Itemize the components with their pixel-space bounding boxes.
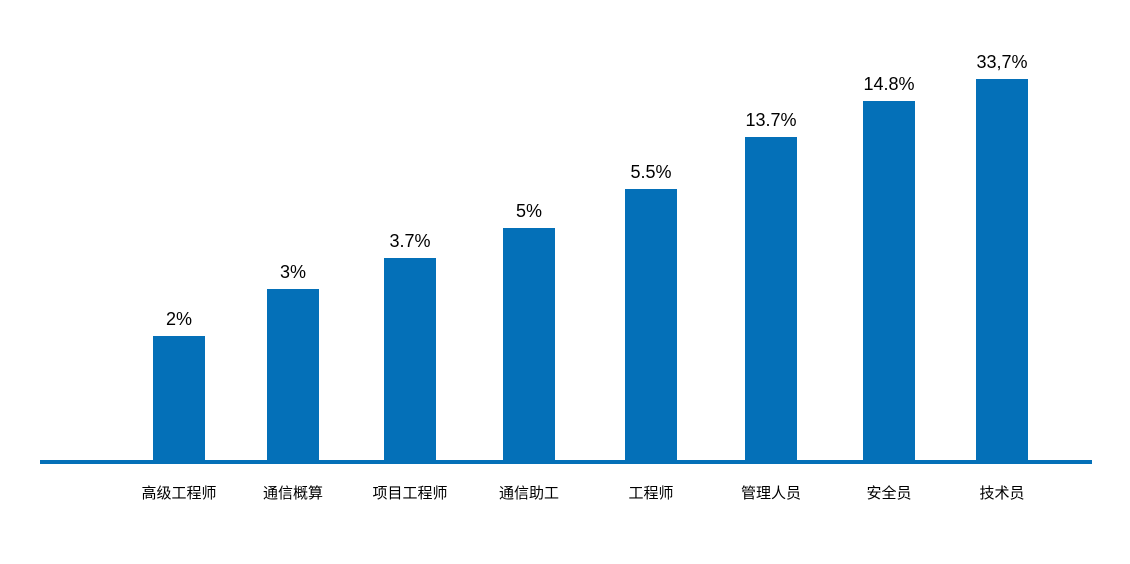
- category-label: 项目工程师: [372, 485, 448, 502]
- category-label: 通信概算: [262, 485, 323, 502]
- bar-value-label: 33,7%: [976, 52, 1028, 72]
- bar-value-label: 2%: [165, 309, 192, 329]
- bar: [745, 137, 797, 460]
- bar-value-label: 5.5%: [630, 162, 672, 182]
- bar-value-label: 3.7%: [389, 231, 431, 251]
- bar-value-label: 13.7%: [745, 110, 797, 130]
- bar: [976, 79, 1028, 460]
- category-label: 技术员: [979, 485, 1025, 502]
- category-label: 管理人员: [740, 485, 801, 502]
- category-label: 高级工程师: [141, 485, 217, 502]
- x-axis-line: [40, 460, 1092, 464]
- category-label: 工程师: [628, 485, 674, 502]
- bar-value-label: 5%: [515, 201, 542, 221]
- bar: [153, 336, 205, 460]
- bar: [267, 289, 319, 460]
- bar: [863, 101, 915, 460]
- category-label: 通信助工: [498, 485, 559, 502]
- bar-value-label: 14.8%: [863, 74, 915, 94]
- bar: [625, 189, 677, 460]
- bar-value-label: 3%: [279, 262, 306, 282]
- bar: [503, 228, 555, 460]
- bar: [384, 258, 436, 460]
- category-label: 安全员: [866, 485, 912, 502]
